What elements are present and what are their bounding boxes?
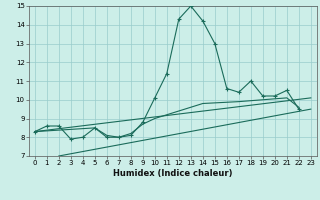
- X-axis label: Humidex (Indice chaleur): Humidex (Indice chaleur): [113, 169, 233, 178]
